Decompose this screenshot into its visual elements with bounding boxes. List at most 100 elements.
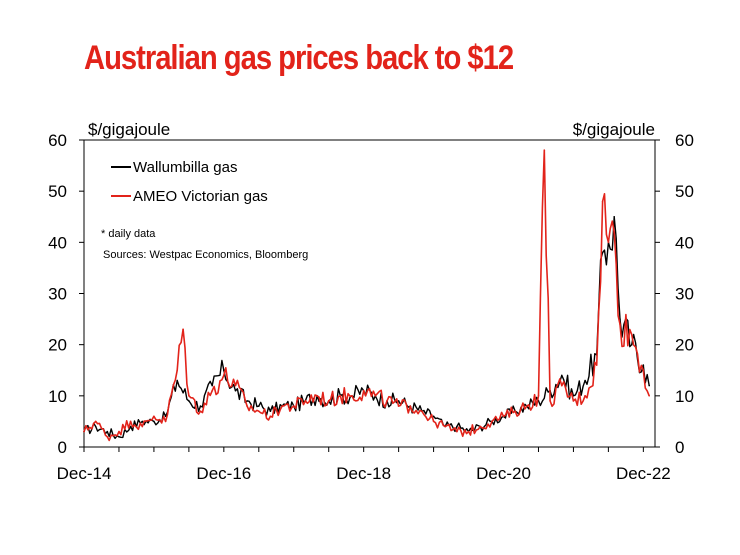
y-tick-label-left: 0 [58,438,67,457]
chart-title: Australian gas prices back to $12 [84,39,514,77]
data-point [246,400,248,402]
left-axis-unit: $/gigajoule [88,120,170,139]
data-point [362,389,365,392]
data-point [234,389,237,392]
data-point [176,369,178,372]
data-point [642,364,645,366]
y-tick-label-right: 60 [675,131,694,150]
data-point [234,384,237,387]
data-point [648,395,650,397]
data-point [561,384,563,387]
data-point [339,395,342,397]
legend-label-ameo: AMEO Victorian gas [133,188,268,205]
data-point [543,149,546,151]
data-point [153,415,155,418]
data-point [293,405,295,407]
data-point [223,374,225,377]
y-tick-label-right: 30 [675,285,694,304]
data-point [176,379,178,382]
data-point [467,430,470,433]
data-point [258,405,260,407]
legend: Wallumbilla gas AMEO Victorian gas [111,159,268,205]
data-point [421,410,423,413]
y-tick-label-left: 30 [48,285,67,304]
data-point [432,415,435,418]
y-tick-label-left: 60 [48,131,67,150]
data-point [94,425,97,428]
data-point [561,374,563,377]
data-point [549,400,551,402]
axes: 0 0 10 10 20 20 30 30 40 40 50 50 60 60 Dec-14 Dec-16 De… [48,131,694,483]
y-tick-label-left: 20 [48,336,67,355]
x-tick-label: Dec-16 [196,464,251,483]
data-point [386,400,388,402]
data-point [304,400,307,402]
data-point [118,436,120,438]
data-point [316,395,318,397]
series-line-wallumbilla [83,216,650,439]
data-point [164,420,167,423]
data-point [129,425,132,428]
note-daily-data: * daily data [101,228,156,240]
data-point [595,364,598,366]
data-point [642,369,645,372]
data-point [397,405,400,407]
data-point [223,369,225,372]
data-point [246,405,248,407]
y-tick-label-right: 0 [675,438,684,457]
y-tick-label-left: 50 [48,182,67,201]
data-point [83,430,85,433]
data-point [479,425,482,428]
data-point [526,405,528,407]
data-point [141,420,144,423]
data-point [613,216,615,218]
data-point [514,410,516,413]
y-tick-label-right: 40 [675,233,694,252]
data-point [601,200,604,203]
data-point [584,395,586,397]
data-point [153,420,155,423]
data-point [432,420,435,423]
data-point [199,405,202,407]
data-point [327,400,330,402]
data-point [601,251,604,254]
data-point [182,328,184,331]
data-point [619,323,621,326]
data-point [502,415,505,418]
data-point [572,400,575,402]
note-sources: Sources: Westpac Economics, Bloomberg [103,249,308,261]
data-point [648,384,650,387]
data-point [613,231,615,233]
data-point [491,420,493,423]
data-point [188,395,190,397]
x-tick-label: Dec-14 [57,464,112,483]
data-point [269,410,272,413]
data-point [630,343,633,346]
data-point [106,430,109,433]
right-axis-unit: $/gigajoule [573,120,655,139]
data-point [456,430,458,433]
y-tick-label-left: 10 [48,387,67,406]
data-point [106,436,109,438]
data-point [164,415,167,418]
data-point [456,425,458,428]
data-point [141,425,144,428]
series-line-ameo [83,149,650,442]
data-point [258,410,260,413]
legend-label-wallumbilla: Wallumbilla gas [133,159,237,176]
data-point [397,400,400,402]
x-tick-label: Dec-18 [336,464,391,483]
data-point [584,379,586,382]
data-point [211,384,213,387]
y-tick-label-right: 10 [675,387,694,406]
data-point [409,405,412,407]
data-point [129,420,132,423]
data-point [199,410,202,413]
series-lines [83,149,650,442]
y-tick-label-right: 20 [675,336,694,355]
x-tick-label: Dec-20 [476,464,531,483]
data-point [211,389,213,392]
data-point [188,400,190,402]
data-point [537,395,540,397]
